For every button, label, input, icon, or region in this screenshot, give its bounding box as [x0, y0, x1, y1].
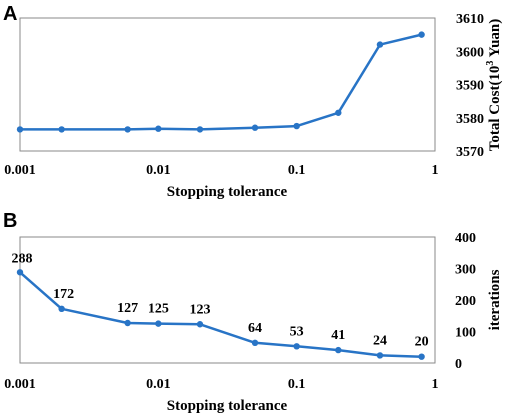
- panel-b-data-label: 127: [117, 301, 138, 316]
- panel-b-y-tick-label: 200: [455, 294, 476, 309]
- panel-b-x-tick-label: 0.1: [288, 377, 306, 392]
- panel-a-data-point: [418, 31, 425, 38]
- panel-a-frame: [19, 17, 436, 152]
- panel-b-data-label: 24: [373, 333, 387, 348]
- panel-b-y-tick-label: 100: [455, 326, 476, 341]
- panel-a-series: [16, 31, 425, 133]
- panel-b-data-point: [58, 305, 65, 313]
- panel-b: B 0.001 0.01 0.1 1 0 100 200 300 400 Stopping t…: [3, 210, 503, 414]
- panel-b-data-label: 125: [148, 302, 169, 317]
- panel-a-x-tick-label: 0.001: [4, 163, 36, 178]
- panel-b-data-label: 64: [248, 321, 262, 336]
- panel-a-y-tick-labels: 3570 3580 3590 3600 3610: [456, 12, 484, 160]
- panel-b-data-point: [155, 320, 162, 327]
- panel-b-y-axis-title: iterations: [487, 269, 503, 330]
- panel-b-data-labels: 288 172 127 125 123 64 53 41 24 20: [12, 251, 429, 349]
- panel-b-data-label: 20: [415, 335, 429, 350]
- panel-a-y-tick-label: 3600: [456, 45, 484, 60]
- panel-b-data-point: [376, 352, 384, 359]
- panel-b-label: B: [3, 210, 17, 232]
- panel-a-x-tick-label: 0.1: [288, 163, 306, 178]
- panel-b-data-point: [124, 319, 131, 327]
- panel-b-series: [16, 269, 425, 360]
- panel-b-data-point: [418, 353, 425, 360]
- panel-a: A 0.001 0.01 0.1 1 3570 3580 3590 3600 3610 Sto…: [3, 3, 503, 200]
- panel-a-y-tick-label: 3610: [456, 12, 484, 27]
- panel-b-data-label: 288: [12, 251, 33, 266]
- panel-b-y-tick-labels: 0 100 200 300 400: [455, 231, 476, 372]
- panel-a-data-point: [58, 126, 65, 133]
- panel-a-y-axis-title: Total Cost(103 Yuan): [485, 19, 503, 152]
- panel-b-x-tick-label: 0.01: [146, 377, 171, 392]
- panel-a-data-point: [16, 126, 24, 133]
- panel-b-x-tick-labels: 0.001 0.01 0.1 1: [4, 377, 438, 392]
- panel-a-y-tick-label: 3590: [456, 79, 484, 94]
- panel-b-data-point: [16, 269, 24, 276]
- panel-a-series-line: [20, 33, 422, 131]
- panel-a-y-tick-label: 3570: [456, 145, 484, 160]
- panel-b-data-label: 41: [331, 328, 345, 343]
- panel-b-frame: [19, 236, 436, 364]
- panel-a-data-point: [155, 125, 162, 132]
- panel-b-data-point: [196, 321, 204, 328]
- panel-a-x-axis-title: Stopping tolerance: [167, 184, 288, 200]
- panel-b-x-tick-label: 1: [432, 377, 439, 392]
- panel-a-y-tick-label: 3580: [456, 112, 484, 127]
- panel-b-data-point: [251, 339, 259, 347]
- panel-b-data-point: [293, 343, 300, 350]
- panel-a-x-tick-labels: 0.001 0.01 0.1 1: [4, 163, 438, 178]
- panel-a-data-point: [251, 124, 259, 131]
- panel-a-data-point: [335, 109, 342, 116]
- panel-a-x-tick-label: 1: [432, 163, 439, 178]
- panel-a-data-point: [124, 126, 131, 133]
- panel-b-series-line: [19, 271, 422, 358]
- panel-b-y-tick-label: 400: [455, 231, 476, 246]
- panel-a-data-point: [293, 122, 300, 130]
- panel-a-data-point: [376, 41, 384, 48]
- panel-b-y-tick-label: 0: [455, 357, 462, 372]
- panel-b-x-tick-label: 0.001: [4, 377, 36, 392]
- panel-b-data-label: 123: [189, 302, 210, 317]
- panel-b-data-label: 53: [290, 324, 304, 339]
- panel-b-y-tick-label: 300: [455, 263, 476, 278]
- panel-b-data-point: [335, 346, 342, 354]
- panel-a-x-tick-label: 0.01: [146, 163, 171, 178]
- panel-b-data-label: 172: [53, 287, 74, 302]
- panel-a-data-point: [196, 126, 204, 133]
- panel-b-x-axis-title: Stopping tolerance: [167, 398, 288, 414]
- panel-a-label: A: [3, 3, 17, 25]
